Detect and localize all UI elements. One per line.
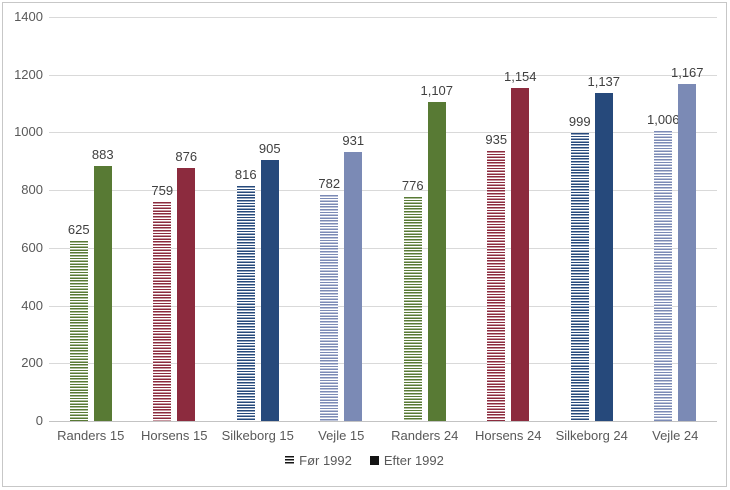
data-label: 905 [258,140,281,156]
gridline [49,190,717,192]
bar-striped-vejle-15 [320,195,339,421]
bar-striped-silkeborg-24 [570,132,589,421]
x-axis-category-label: Silkeborg 15 [221,428,294,443]
legend-label: Efter 1992 [383,453,444,468]
data-label: 776 [401,178,424,194]
data-label: 883 [91,147,114,163]
data-label: 1,107 [420,82,454,98]
data-label: 759 [151,182,174,198]
data-label: 876 [175,149,198,165]
gridline [49,132,717,134]
data-label: 1,006 [646,111,680,127]
data-label: 782 [318,176,341,192]
bar-striped-silkeborg-15 [236,185,255,421]
y-axis-tick-label: 600 [21,239,43,255]
gridline [49,74,717,76]
data-label: 1,167 [670,65,704,81]
data-label: 935 [485,132,508,148]
gridline [49,363,717,365]
x-axis-category-label: Silkeborg 24 [555,428,628,443]
x-axis-category-label: Vejle 24 [652,428,699,443]
y-axis-tick-label: 800 [21,182,43,198]
legend-marker-solid-icon [369,456,379,465]
y-axis-tick-label: 1400 [14,9,43,24]
plot-area: 0 200 400 600 800 1000 1200 1400 625 883 Randers 1… [3,3,726,486]
data-label: 1,137 [587,73,621,89]
gridline [49,305,717,307]
bar-striped-randers-24 [403,197,422,421]
bar-striped-vejle-24 [654,130,673,421]
x-axis-category-label: Horsens 15 [141,428,208,443]
x-axis-category-label: Randers 15 [57,428,125,443]
y-axis-tick-label: 200 [21,355,43,371]
legend-item-foer-1992: Før 1992 [285,453,352,468]
legend-item-efter-1992: Efter 1992 [369,453,444,468]
data-label: 1,154 [503,68,537,84]
gridline [49,247,717,249]
bar-striped-horsens-15 [153,201,172,421]
legend: Før 1992 Efter 1992 [3,453,726,468]
bar-solid-silkeborg-15 [260,159,279,421]
data-label: 816 [234,166,257,182]
gridline [49,421,717,422]
y-axis-tick-label: 400 [21,297,43,313]
bar-solid-horsens-24 [511,87,530,421]
bar-striped-horsens-24 [487,151,506,421]
legend-label: Før 1992 [299,453,352,468]
data-label: 931 [342,133,365,149]
y-axis-tick-label: 0 [35,413,43,428]
bar-solid-vejle-24 [678,84,697,421]
gridline [49,17,717,18]
bar-solid-randers-15 [93,166,112,421]
x-axis-category-label: Randers 24 [391,428,459,443]
data-label: 625 [67,221,90,237]
x-axis-category-label: Vejle 15 [318,428,365,443]
bar-solid-silkeborg-24 [594,92,613,421]
y-axis-tick-label: 1200 [14,66,43,82]
bar-solid-horsens-15 [177,168,196,421]
x-axis-category-label: Horsens 24 [475,428,542,443]
y-axis-tick-label: 1000 [14,124,43,140]
bar-striped-randers-15 [69,240,88,421]
bar-solid-randers-24 [427,101,446,421]
data-label: 999 [568,113,591,129]
legend-marker-striped-icon [285,456,295,465]
bar-solid-vejle-15 [344,152,363,421]
